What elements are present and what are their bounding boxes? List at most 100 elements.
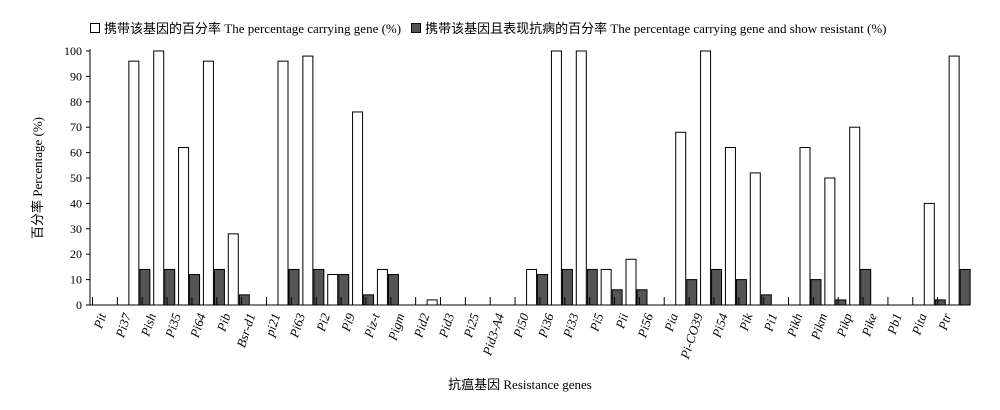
x-tick-label: Pi-CO39: [677, 311, 706, 362]
x-tick-label: Ptr: [935, 310, 955, 332]
bar-carrying-Pi36: [550, 50, 562, 306]
bar-carrying-Ptr: [948, 55, 960, 306]
y-tick-label: 20: [70, 247, 82, 261]
legend-swatch-resistant: [411, 22, 422, 33]
x-tick-label: Pi56: [634, 311, 656, 340]
bar-carrying-Piz-t: [376, 268, 388, 306]
bar-carrying-Pikp: [849, 126, 861, 306]
bar-carrying-Pi5: [600, 268, 612, 306]
bar-carrying-Pish: [153, 50, 165, 306]
x-tick-label: Pi33: [559, 311, 581, 340]
x-tick-label: Pita: [908, 311, 929, 338]
bar-carrying-Pia: [675, 131, 687, 306]
bar-carrying-Pi35: [178, 147, 190, 306]
x-axis-label: 抗瘟基因 Resistance genes: [448, 377, 592, 392]
bar-resistant-Piz-t: [387, 274, 399, 306]
bar-carrying-Pikh: [799, 147, 811, 306]
bar-resistant-Pi64: [213, 268, 225, 306]
x-tick-label: Pid3-A4: [479, 311, 507, 358]
x-tick-label: Piz-t: [361, 311, 383, 340]
y-tick-label: 70: [70, 120, 82, 134]
x-tick-label: Pi2: [313, 311, 333, 334]
bar-carrying-Pita: [923, 202, 935, 306]
legend: 携带该基因的百分率 The percentage carrying gene (…: [90, 18, 886, 37]
x-tick-label: Pb1: [884, 311, 905, 337]
bar-resistant-pi21: [288, 268, 300, 306]
x-tick-label: Pi63: [286, 311, 308, 340]
x-tick-label: Pit: [90, 311, 109, 331]
bar-resistant-Pi63: [313, 268, 325, 306]
x-tick-label: Pi64: [187, 311, 209, 340]
bar-carrying-Pi64: [202, 60, 214, 306]
x-tick-label: Pi25: [460, 311, 482, 340]
bar-resistant-Pi54: [735, 279, 747, 306]
bar-carrying-Pi33: [575, 50, 587, 306]
bar-resistant-Pi37: [139, 268, 151, 306]
bar-resistant-Pib: [238, 294, 250, 306]
x-tick-label: Pia: [661, 311, 681, 334]
bar-resistant-Pii: [636, 289, 648, 306]
bar-resistant-Pi35: [189, 274, 201, 306]
bar-carrying-Pi9: [352, 111, 364, 306]
bar-resistant-Pita: [934, 299, 946, 306]
bar-resistant-Pikh: [810, 279, 822, 306]
bar-carrying-Pi54: [724, 147, 736, 306]
y-tick-label: 100: [64, 44, 82, 58]
bar-resistant-Pish: [164, 268, 176, 306]
x-tick-label: Pii: [612, 311, 631, 331]
x-tick-label: Pik: [736, 311, 756, 333]
y-tick-label: 40: [70, 196, 82, 210]
bar-resistant-Pi-CO39: [711, 268, 723, 306]
bar-resistant-Pik: [760, 294, 772, 306]
y-tick-label: 30: [70, 222, 82, 236]
bar-carrying-Pi50: [526, 268, 538, 306]
bar-resistant-Pi50: [537, 274, 549, 306]
bar-resistant-Pikm: [835, 299, 847, 306]
x-tick-label: Pikh: [783, 311, 805, 339]
x-tick-label: Pi37: [112, 311, 134, 340]
y-tick-label: 50: [70, 171, 82, 185]
x-tick-label: Pi50: [510, 311, 532, 340]
bar-resistant-Pi5: [611, 289, 623, 306]
x-tick-label: Bsr-d1: [233, 311, 258, 349]
bar-resistant-Pi2: [338, 274, 350, 306]
x-tick-label: Pi35: [162, 311, 184, 340]
bar-carrying-Pi2: [327, 274, 339, 306]
bar-carrying-Pib: [227, 233, 239, 306]
bar-carrying-Pii: [625, 258, 637, 306]
bar-carrying-pi21: [277, 60, 289, 306]
bar-carrying-Pi-CO39: [700, 50, 712, 306]
x-tick-label: Pid3: [435, 311, 457, 340]
x-tick-label: pi21: [262, 311, 284, 339]
bar-carrying-Pik: [749, 172, 761, 306]
x-tick-label: Pikm: [807, 311, 830, 342]
x-tick-label: Pi1: [760, 311, 780, 334]
bar-resistant-Pi9: [363, 294, 375, 306]
x-tick-label: Pike: [858, 311, 880, 339]
bar-resistant-Pi33: [586, 268, 598, 306]
x-tick-label: Pi36: [535, 311, 557, 340]
legend-label-resistant: 携带该基因且表现抗病的百分率 The percentage carrying g…: [425, 21, 887, 36]
x-tick-label: Pi5: [586, 311, 606, 334]
bar-resistant-Pikp: [860, 268, 872, 306]
bars: [128, 50, 971, 306]
y-tick-label: 10: [70, 273, 82, 287]
y-tick-label: 60: [70, 146, 82, 160]
bar-carrying-Pi63: [302, 55, 314, 306]
legend-swatch-carrying: [90, 22, 100, 33]
bar-carrying-Pi37: [128, 60, 140, 306]
legend-label-carrying: 携带该基因的百分率 The percentage carrying gene (…: [104, 21, 402, 36]
x-tick-label: Pish: [137, 311, 159, 339]
x-tick-label: Pigm: [385, 311, 408, 343]
x-tick-label: Pib: [213, 311, 233, 334]
x-tick-label: Pi54: [709, 311, 731, 340]
bar-carrying-Pikm: [824, 177, 836, 306]
x-tick-label: Pikp: [833, 311, 855, 340]
y-tick-label: 90: [70, 69, 82, 83]
y-tick-label: 80: [70, 95, 82, 109]
bar-carrying-Pid2: [426, 299, 438, 306]
x-tick-label: Pi9: [338, 311, 358, 334]
y-axis-label: 百分率 Percentage (%): [30, 117, 45, 239]
